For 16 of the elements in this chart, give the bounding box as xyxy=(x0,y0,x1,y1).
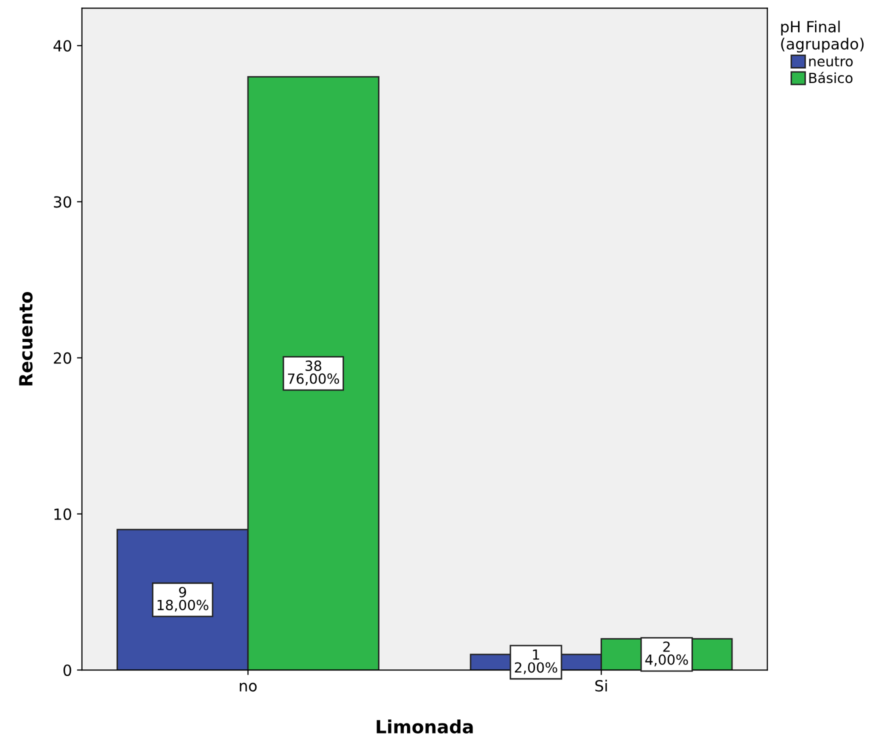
legend-title: pH Final (agrupado) xyxy=(781,20,864,53)
legend-label: Básico xyxy=(809,72,852,84)
y-axis-title: Recuento xyxy=(19,292,33,386)
y-tick-label: 10 xyxy=(54,508,72,520)
x-tick-label: no xyxy=(240,682,257,692)
data-label: 2 4,00% xyxy=(645,641,688,666)
y-tick-label: 0 xyxy=(64,664,72,676)
data-label: 1 2,00% xyxy=(514,649,558,674)
y-tick-label: 20 xyxy=(54,352,72,364)
data-label: 38 76,00% xyxy=(288,360,340,386)
y-tick-label: 30 xyxy=(54,196,72,208)
x-tick-label: Si xyxy=(595,680,607,692)
x-axis-title: Limonada xyxy=(376,720,473,734)
data-label: 9 18,00% xyxy=(158,586,208,612)
y-tick-label: 40 xyxy=(54,40,72,52)
legend-label: neutro xyxy=(809,56,853,67)
